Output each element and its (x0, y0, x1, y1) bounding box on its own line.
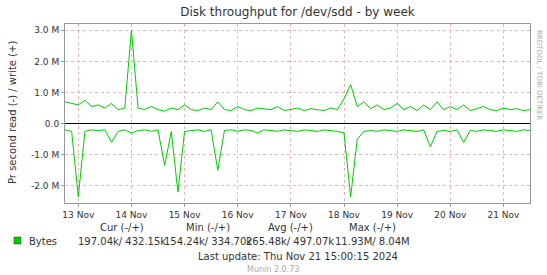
svg-text:Munin 2.0.73: Munin 2.0.73 (247, 265, 299, 274)
svg-text:Cur (-/+): Cur (-/+) (100, 222, 144, 233)
svg-text:13 Nov: 13 Nov (62, 210, 95, 220)
svg-text:14 Nov: 14 Nov (115, 210, 148, 220)
svg-text:18 Nov: 18 Nov (328, 210, 361, 220)
svg-text:19 Nov: 19 Nov (381, 210, 414, 220)
svg-text:Max (-/+): Max (-/+) (349, 222, 396, 233)
svg-text:Last update: Thu Nov 21 15:00:: Last update: Thu Nov 21 15:00:15 2024 (198, 251, 398, 262)
svg-text:0.0: 0.0 (45, 119, 60, 129)
svg-text:-1.0 M: -1.0 M (31, 150, 59, 160)
svg-text:16 Nov: 16 Nov (222, 210, 255, 220)
svg-text:Pr second read (-) / write (+): Pr second read (-) / write (+) (7, 41, 18, 184)
svg-text:197.04k/ 432.15k: 197.04k/ 432.15k (78, 236, 166, 247)
svg-text:1.0 M: 1.0 M (34, 88, 59, 98)
svg-text:Disk throughput for /dev/sdd -: Disk throughput for /dev/sdd - by week (180, 5, 415, 19)
svg-text:Bytes: Bytes (29, 236, 57, 247)
svg-text:Min (-/+): Min (-/+) (186, 222, 230, 233)
svg-text:RRDTOOL / TOBI OETIKER: RRDTOOL / TOBI OETIKER (535, 30, 543, 120)
svg-text:15 Nov: 15 Nov (169, 210, 202, 220)
svg-text:11.93M/ 8.04M: 11.93M/ 8.04M (335, 236, 410, 247)
svg-text:21 Nov: 21 Nov (487, 210, 520, 220)
svg-text:Avg (-/+): Avg (-/+) (268, 222, 313, 233)
svg-text:2.0 M: 2.0 M (34, 57, 59, 67)
svg-text:3.0 M: 3.0 M (34, 25, 59, 35)
svg-text:20 Nov: 20 Nov (434, 210, 467, 220)
svg-text:265.48k/ 497.07k: 265.48k/ 497.07k (246, 236, 334, 247)
svg-text:-2.0 M: -2.0 M (31, 181, 59, 191)
svg-text:154.24k/ 334.70k: 154.24k/ 334.70k (164, 236, 252, 247)
svg-text:17 Nov: 17 Nov (275, 210, 308, 220)
